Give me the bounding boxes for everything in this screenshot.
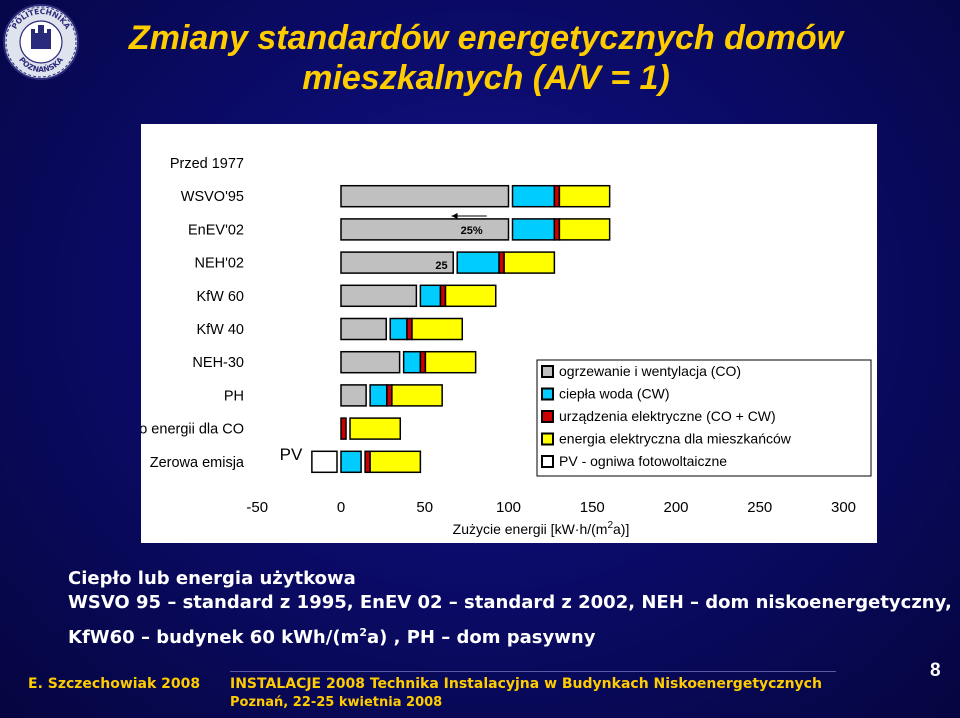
bar-segment [364, 450, 371, 474]
energy-chart: Przed 1977 WSVO'95 EnEV'02 NEH'02 KfW 60 KfW … [141, 124, 877, 543]
body-line-1: Ciepło lub energia użytkowa [68, 568, 356, 589]
bar-segment [340, 251, 454, 274]
bar-segment [340, 317, 387, 341]
bar-segment [553, 184, 561, 208]
bar-segment [340, 184, 510, 208]
body-line-3a: KfW60 – budynek 60 kWh/(m [68, 627, 360, 648]
university-logo: POLITECHNIKA POZNAŃSKA [2, 3, 80, 81]
bar-segment [402, 350, 422, 374]
legend-swatch [541, 455, 554, 468]
bar-segment [340, 417, 347, 440]
category-label: NEH'02 [194, 256, 244, 272]
bar-segment [340, 284, 418, 308]
bar-segment [349, 417, 402, 440]
bar-segment [456, 251, 500, 274]
bar-segment [503, 251, 556, 274]
footer-location: Poznań, 22-25 kwietnia 2008 [230, 695, 443, 710]
page-title: Zmiany standardów energetycznych domów m… [96, 18, 876, 98]
bar-segment [424, 350, 477, 374]
body-line-3b: a) , PH – dom pasywny [366, 627, 596, 648]
x-tick-label: 50 [416, 499, 433, 516]
bar-segment [558, 184, 611, 208]
x-tick-label: 0 [337, 499, 345, 516]
legend-label: ogrzewanie i wentylacja (CO) [559, 363, 741, 379]
bar-segment [406, 317, 413, 341]
body-line-3-sup: 2 [359, 626, 367, 639]
bar-segment [340, 384, 367, 407]
legend-label: urządzenia elektryczne (CO + CW) [559, 408, 776, 424]
annotation-abs: 25 [435, 260, 447, 272]
bar-segment [389, 317, 408, 341]
x-axis-label: Zużycie energii [kW·h/(m2a)] [453, 520, 630, 537]
category-label: Zero energii dla CO [141, 422, 244, 438]
x-tick-label: 200 [663, 499, 688, 516]
crest-icon [31, 25, 51, 49]
bar-segment [391, 384, 443, 407]
x-tick-label: 150 [580, 499, 605, 516]
title-line-1: Zmiany standardów energetycznych domów [128, 19, 844, 57]
bar-segment [558, 218, 611, 241]
legend-swatch [541, 432, 554, 446]
category-label: Przed 1977 [170, 156, 244, 172]
bar-segment [419, 350, 427, 374]
x-tick-label: -50 [246, 499, 268, 516]
annotation-pct: 25% [461, 225, 483, 237]
body-line-3: KfW60 – budynek 60 kWh/(m2a) , PH – dom … [68, 626, 595, 648]
page-number: 8 [930, 660, 941, 681]
category-label: WSVO'95 [181, 189, 244, 205]
footer-author: E. Szczechowiak 2008 [28, 676, 201, 692]
legend-swatch [541, 387, 554, 401]
x-tick-label: 300 [831, 499, 856, 516]
legend-label: ciepła woda (CW) [559, 386, 669, 402]
bar-segment [498, 251, 505, 274]
bar-segment [411, 317, 463, 341]
bar-segment [340, 350, 401, 374]
bar-segment [439, 284, 447, 308]
category-label: Zerowa emisja [150, 455, 245, 471]
category-label: NEH-30 [192, 355, 244, 371]
bar-segment [340, 450, 362, 474]
footer-event: INSTALACJE 2008 Technika Instalacyjna w … [230, 676, 822, 692]
annotation-arrowhead [451, 213, 458, 219]
legend-label: PV - ogniwa fotowoltaiczne [559, 453, 727, 469]
x-tick-label: 250 [747, 499, 772, 516]
category-label: EnEV'02 [188, 222, 244, 238]
category-label: PH [224, 388, 244, 404]
bar-segment [386, 384, 393, 407]
chart-canvas: Przed 1977 WSVO'95 EnEV'02 NEH'02 KfW 60 KfW … [141, 156, 872, 537]
bar-segment-pv [311, 450, 338, 474]
legend-swatch [541, 410, 554, 423]
legend-swatch [541, 365, 554, 378]
bar-segment [444, 284, 497, 308]
bar-segment [419, 284, 442, 308]
bar-segment [511, 218, 556, 241]
category-label: KfW 40 [196, 322, 244, 338]
bar-segment [553, 218, 561, 241]
bar-segment [369, 384, 388, 407]
legend-box [536, 359, 872, 477]
category-label: KfW 60 [196, 289, 244, 305]
footer-divider [230, 671, 836, 672]
x-tick-label: 100 [496, 499, 521, 516]
legend-label: energia elektryczna dla mieszkańców [559, 431, 792, 447]
annotation-pv: PV [280, 445, 303, 464]
bar-segment [369, 450, 422, 474]
bar-segment [340, 218, 510, 241]
body-line-2: WSVO 95 – standard z 1995, EnEV 02 – sta… [68, 592, 952, 613]
title-line-2: mieszkalnych (A/V = 1) [302, 59, 670, 97]
bar-segment [511, 184, 556, 208]
